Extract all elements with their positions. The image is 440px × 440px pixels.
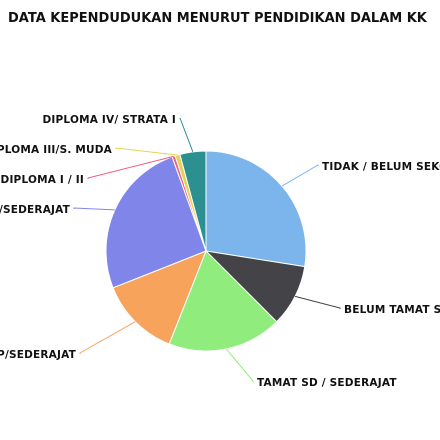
connector-line-7	[179, 117, 194, 153]
slice-label-6: AKADEMI/DIPLOMA III/S. MUDA	[0, 144, 113, 156]
connector-line-5	[87, 155, 174, 179]
connector-line-1	[294, 295, 341, 309]
slice-label-7: DIPLOMA IV/ STRATA I	[43, 114, 176, 126]
slice-label-2: TAMAT SD / SEDERAJAT	[257, 377, 397, 389]
connector-line-2	[225, 348, 254, 382]
slice-label-3: SLTP/SEDERAJAT	[0, 349, 77, 361]
pie-slice-7[interactable]	[179, 150, 207, 252]
slice-label-5: DIPLOMA I / II	[1, 174, 84, 186]
label-connectors	[73, 117, 341, 382]
connector-line-4	[73, 207, 115, 211]
pie-slice-0[interactable]	[205, 150, 307, 268]
slice-labels: TIDAK / BELUM SEKOLAH BELUM TAMAT SD / SE…	[0, 114, 440, 389]
slice-label-4: SLTA/SEDERAJAT	[0, 204, 71, 216]
connector-line-6	[115, 147, 178, 156]
pie-slices	[105, 150, 307, 352]
slice-label-0: TIDAK / BELUM SEKOLAH	[322, 161, 440, 173]
chart-title: DATA KEPENDUDUKAN MENURUT PENDIDIKAN DAL…	[8, 11, 428, 26]
connector-line-3	[79, 321, 136, 354]
connector-line-0	[281, 164, 319, 187]
slice-label-1: BELUM TAMAT SD / SEDERAJAT	[344, 304, 440, 316]
